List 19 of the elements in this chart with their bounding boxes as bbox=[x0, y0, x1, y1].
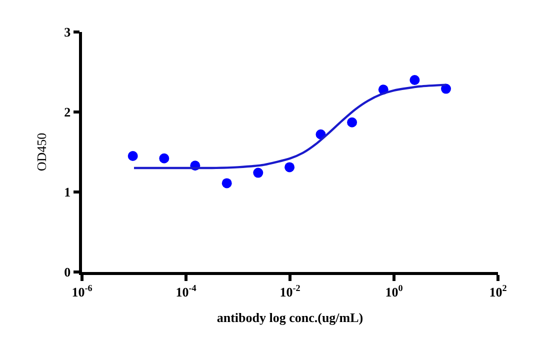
point bbox=[222, 178, 232, 188]
point bbox=[284, 162, 295, 172]
x-tick-label: 10$^{0}$ bbox=[385, 282, 404, 300]
x-tick-label: 10$^{-4}$ bbox=[176, 282, 197, 300]
y-tick-label: 2 bbox=[64, 104, 71, 120]
x-tick-label: 10$^{-6}$ bbox=[72, 282, 93, 300]
y-axis-title: OD450 bbox=[34, 132, 50, 172]
point bbox=[253, 168, 264, 178]
point bbox=[159, 153, 170, 164]
y-tick-label: 3 bbox=[64, 24, 72, 40]
point bbox=[128, 151, 138, 161]
x-tick-label: 10$^{2}$ bbox=[489, 282, 508, 300]
x-axis-title: antibody log conc.(ug/mL) bbox=[216, 310, 364, 325]
point bbox=[441, 84, 451, 94]
point bbox=[347, 117, 358, 128]
x-tick-label: 10$^{-2}$ bbox=[280, 282, 301, 300]
point bbox=[410, 75, 420, 85]
y-tick-label: 1 bbox=[64, 184, 71, 200]
y-tick-label: 0 bbox=[64, 264, 71, 280]
